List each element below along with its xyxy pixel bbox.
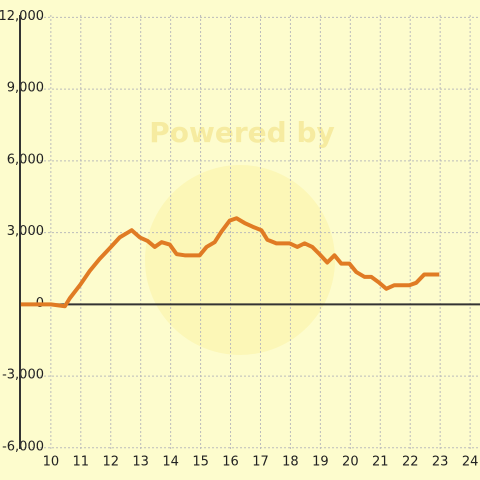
y-tick-label: 9,000 xyxy=(7,81,44,96)
y-tick-label: 3,000 xyxy=(7,224,44,239)
x-tick-label: 13 xyxy=(132,455,149,470)
line xyxy=(20,216,440,309)
x-tick-label: 12 xyxy=(102,455,119,470)
x-tick-label: 21 xyxy=(372,455,389,470)
watermark-logo xyxy=(145,165,335,355)
x-tick-label: 20 xyxy=(342,455,359,470)
y-tick-label: -3,000 xyxy=(2,368,44,383)
y-tick-label: 6,000 xyxy=(7,152,44,167)
y-tick-label: 12,000 xyxy=(0,9,44,24)
x-tick-label: 11 xyxy=(73,455,90,470)
x-tick-label: 10 xyxy=(43,455,60,470)
x-tick-label: 24 xyxy=(462,455,479,470)
y-tick-label: -6,000 xyxy=(2,439,44,454)
x-tick-label: 18 xyxy=(282,455,299,470)
x-tick-label: 19 xyxy=(312,455,329,470)
x-tick-label: 17 xyxy=(252,455,269,470)
x-tick-label: 14 xyxy=(162,455,179,470)
x-tick-label: 15 xyxy=(192,455,209,470)
x-tick-label: 16 xyxy=(222,455,239,470)
watermark: Powered by xyxy=(149,116,335,149)
x-tick-label: 23 xyxy=(432,455,449,470)
x-tick-label: 22 xyxy=(402,455,419,470)
